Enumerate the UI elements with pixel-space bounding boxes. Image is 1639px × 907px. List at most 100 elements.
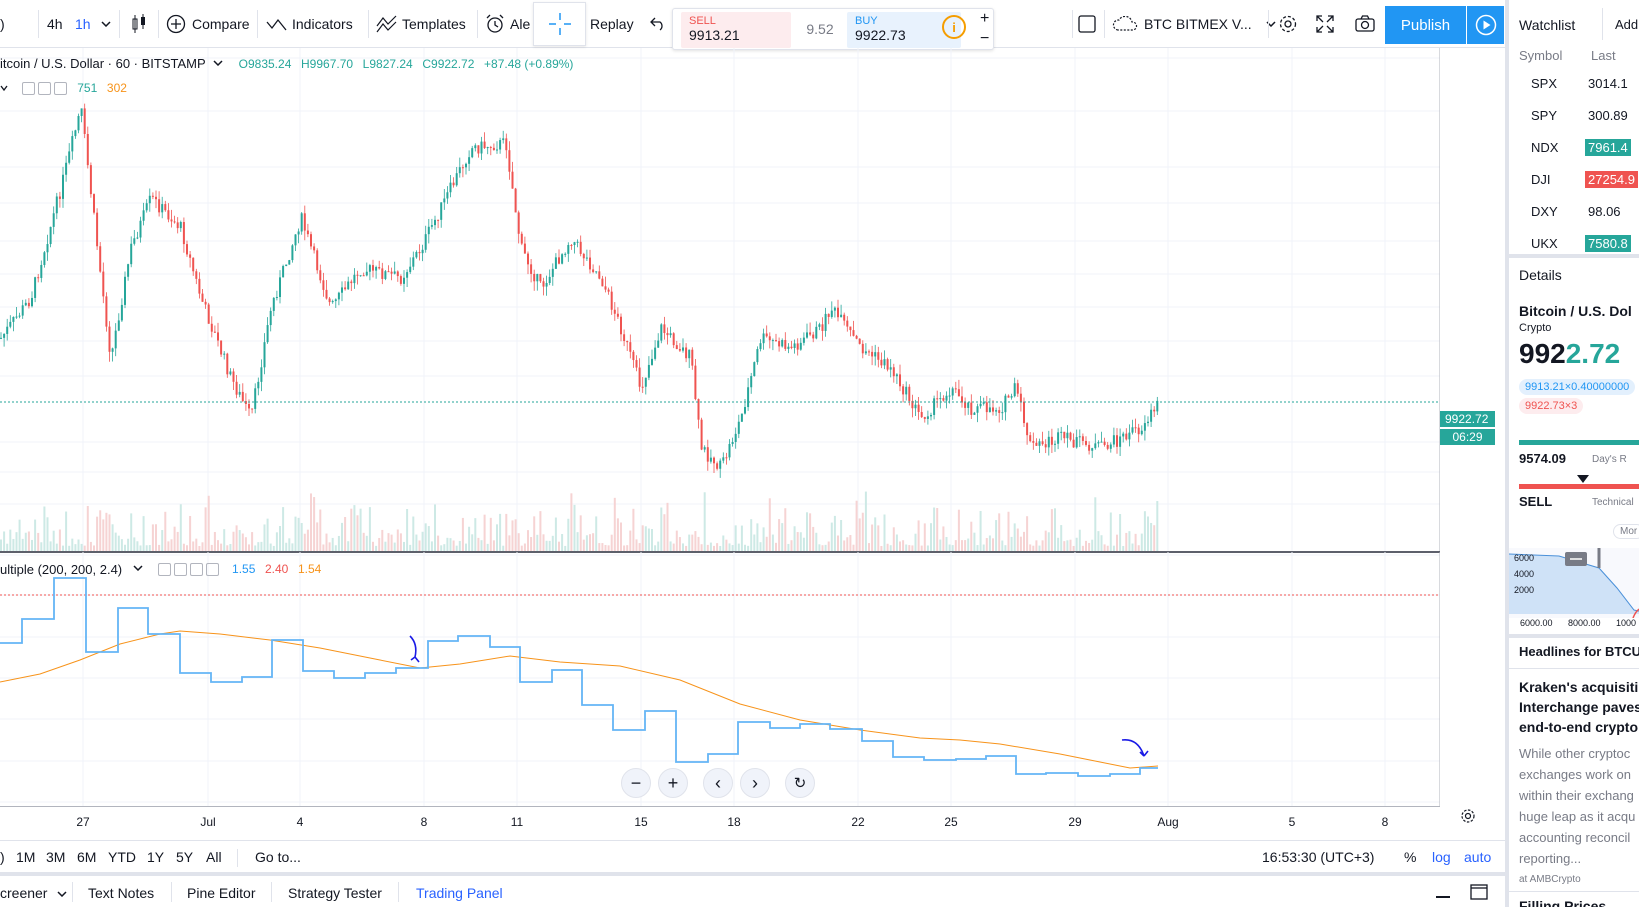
watchlist-row[interactable]: UKX 7580.8 bbox=[1509, 228, 1639, 260]
symbol-title[interactable]: itcoin / U.S. Dollar · 60 · BITSTAMP bbox=[0, 56, 206, 71]
tab-text-notes[interactable]: Text Notes bbox=[88, 885, 155, 901]
zoom-out-button[interactable]: − bbox=[621, 768, 651, 798]
tab-trading-panel[interactable]: Trading Panel bbox=[416, 885, 503, 901]
interval-dropdown[interactable] bbox=[101, 0, 111, 48]
range-6m[interactable]: 6M bbox=[77, 849, 97, 865]
countdown-label: 06:29 bbox=[1440, 429, 1495, 445]
watchlist-title[interactable]: Watchlist bbox=[1519, 17, 1576, 33]
symbol-search-button[interactable]: BTC BITMEX V... bbox=[1112, 0, 1276, 48]
snapshot-button[interactable] bbox=[1355, 0, 1375, 48]
interval-4h[interactable]: 4h bbox=[47, 16, 63, 32]
auto-toggle[interactable]: auto bbox=[1464, 849, 1492, 865]
symbol-fragment[interactable]: ) bbox=[0, 16, 5, 32]
range-all[interactable]: All bbox=[206, 849, 222, 865]
depth-y-label: 4000 bbox=[1514, 569, 1534, 579]
watchlist-row[interactable]: SPY 300.89 bbox=[1509, 100, 1639, 132]
watchlist-row[interactable]: SPX 3014.1 bbox=[1509, 68, 1639, 100]
templates-button[interactable]: Templates bbox=[376, 0, 466, 48]
log-toggle[interactable]: log bbox=[1432, 849, 1451, 865]
add-symbol-button[interactable]: Add bbox=[1615, 17, 1639, 32]
depth-y-label: 6000 bbox=[1514, 553, 1534, 563]
headlines-title[interactable]: Headlines for BTCU bbox=[1519, 644, 1639, 659]
zoom-in-button[interactable]: + bbox=[658, 768, 688, 798]
chevron-down-icon[interactable] bbox=[0, 84, 8, 92]
ohlc-high: H9967.70 bbox=[301, 57, 354, 71]
indicator-value-1: 1.55 bbox=[232, 562, 256, 576]
indicator-title[interactable]: ultiple (200, 200, 2.4) bbox=[0, 562, 123, 578]
indicator-pane[interactable]: 2.602.402.202.001.801.601.40 bbox=[0, 552, 1440, 807]
time-axis[interactable]: 27 Jul 4 8 11 15 18 22 25 29 Aug 5 8 bbox=[0, 806, 1440, 840]
indicator-value-2: 2.40 bbox=[265, 562, 289, 576]
more-button[interactable]: Mor bbox=[1613, 524, 1639, 539]
watchlist-row[interactable]: DJI 27254.9 bbox=[1509, 164, 1639, 196]
gear-icon[interactable] bbox=[37, 82, 51, 96]
code-icon[interactable] bbox=[190, 563, 204, 577]
range-3m[interactable]: 3M bbox=[46, 849, 66, 865]
price-grid bbox=[0, 48, 1440, 552]
eye-icon[interactable] bbox=[158, 563, 172, 577]
close-icon[interactable] bbox=[206, 563, 220, 577]
percent-toggle[interactable]: % bbox=[1404, 849, 1417, 865]
chevron-down-icon[interactable] bbox=[133, 565, 143, 572]
sell-button[interactable]: SELL 9913.21 bbox=[681, 12, 791, 48]
minimize-icon[interactable] bbox=[1436, 896, 1450, 898]
headline-body-line: While other cryptoc bbox=[1519, 746, 1631, 761]
range-1m[interactable]: 1M bbox=[16, 849, 36, 865]
publish-button[interactable]: Publish bbox=[1385, 6, 1466, 44]
maximize-icon[interactable] bbox=[1470, 884, 1488, 900]
chart-type-button[interactable] bbox=[130, 0, 148, 48]
undo-button[interactable] bbox=[650, 0, 666, 48]
gear-icon[interactable] bbox=[174, 563, 188, 577]
tab-strategy-tester[interactable]: Strategy Tester bbox=[288, 885, 382, 901]
depth-x-label: 1000 bbox=[1616, 618, 1637, 628]
square-icon bbox=[1078, 15, 1096, 33]
chevron-down-icon[interactable] bbox=[213, 60, 223, 67]
toolbar-divider bbox=[1104, 10, 1105, 38]
tab-pine-editor[interactable]: Pine Editor bbox=[187, 885, 256, 901]
watchlist-row[interactable]: DXY 98.06 bbox=[1509, 196, 1639, 228]
indicators-button[interactable]: Indicators bbox=[266, 0, 353, 48]
pane-divider[interactable] bbox=[0, 551, 1440, 553]
fullscreen-button[interactable] bbox=[1316, 0, 1334, 48]
time-tick-label: 15 bbox=[634, 815, 648, 829]
scroll-left-button[interactable]: ‹ bbox=[703, 768, 733, 798]
play-button[interactable] bbox=[1467, 6, 1504, 44]
ask-badge: 9922.73×3 bbox=[1519, 398, 1584, 414]
reset-chart-button[interactable]: ↻ bbox=[785, 768, 815, 798]
eye-icon[interactable] bbox=[21, 82, 35, 96]
gear-icon[interactable] bbox=[1460, 808, 1476, 824]
close-icon[interactable] bbox=[53, 82, 67, 96]
buy-button[interactable]: BUY 9922.73 bbox=[847, 12, 961, 48]
scroll-right-button[interactable]: › bbox=[740, 768, 770, 798]
go-to-button[interactable]: Go to... bbox=[255, 849, 301, 865]
minus-small-button[interactable]: − bbox=[980, 30, 990, 47]
chevron-down-icon[interactable] bbox=[57, 891, 67, 897]
tab-divider bbox=[171, 882, 172, 902]
watchlist-last: 7961.4 bbox=[1585, 139, 1631, 156]
undo-icon bbox=[650, 17, 663, 31]
indicators-icon bbox=[266, 18, 287, 31]
next-headline[interactable]: Filling Prices... bbox=[1519, 898, 1618, 907]
col-last[interactable]: Last bbox=[1591, 48, 1616, 63]
col-symbol[interactable]: Symbol bbox=[1519, 48, 1563, 63]
replay-crosshair-button[interactable] bbox=[533, 2, 586, 46]
range-5y[interactable]: 5Y bbox=[176, 849, 194, 865]
info-icon[interactable]: i bbox=[942, 15, 966, 39]
settings-button[interactable] bbox=[1278, 0, 1298, 48]
plus-small-button[interactable]: + bbox=[980, 10, 990, 27]
watchlist-symbol: DJI bbox=[1531, 172, 1551, 187]
tab-divider bbox=[398, 882, 399, 902]
spread-value: 9.52 bbox=[806, 21, 834, 37]
price-chart-pane[interactable]: 14400.0013600.0012800.0012300.0011800.00… bbox=[0, 48, 1440, 552]
replay-button[interactable]: Replay bbox=[590, 16, 634, 32]
tab-screener[interactable]: creener bbox=[0, 885, 48, 901]
compare-button[interactable]: Compare bbox=[166, 0, 250, 48]
range-1y[interactable]: 1Y bbox=[147, 849, 165, 865]
alert-button[interactable]: Ale bbox=[485, 0, 530, 48]
watchlist-row[interactable]: NDX 7961.4 bbox=[1509, 132, 1639, 164]
gear-icon bbox=[1279, 15, 1297, 33]
layout-button[interactable] bbox=[1078, 0, 1096, 48]
interval-1h[interactable]: 1h bbox=[75, 16, 91, 32]
clock-display[interactable]: 16:53:30 (UTC+3) bbox=[1262, 849, 1375, 865]
range-ytd[interactable]: YTD bbox=[108, 849, 136, 865]
